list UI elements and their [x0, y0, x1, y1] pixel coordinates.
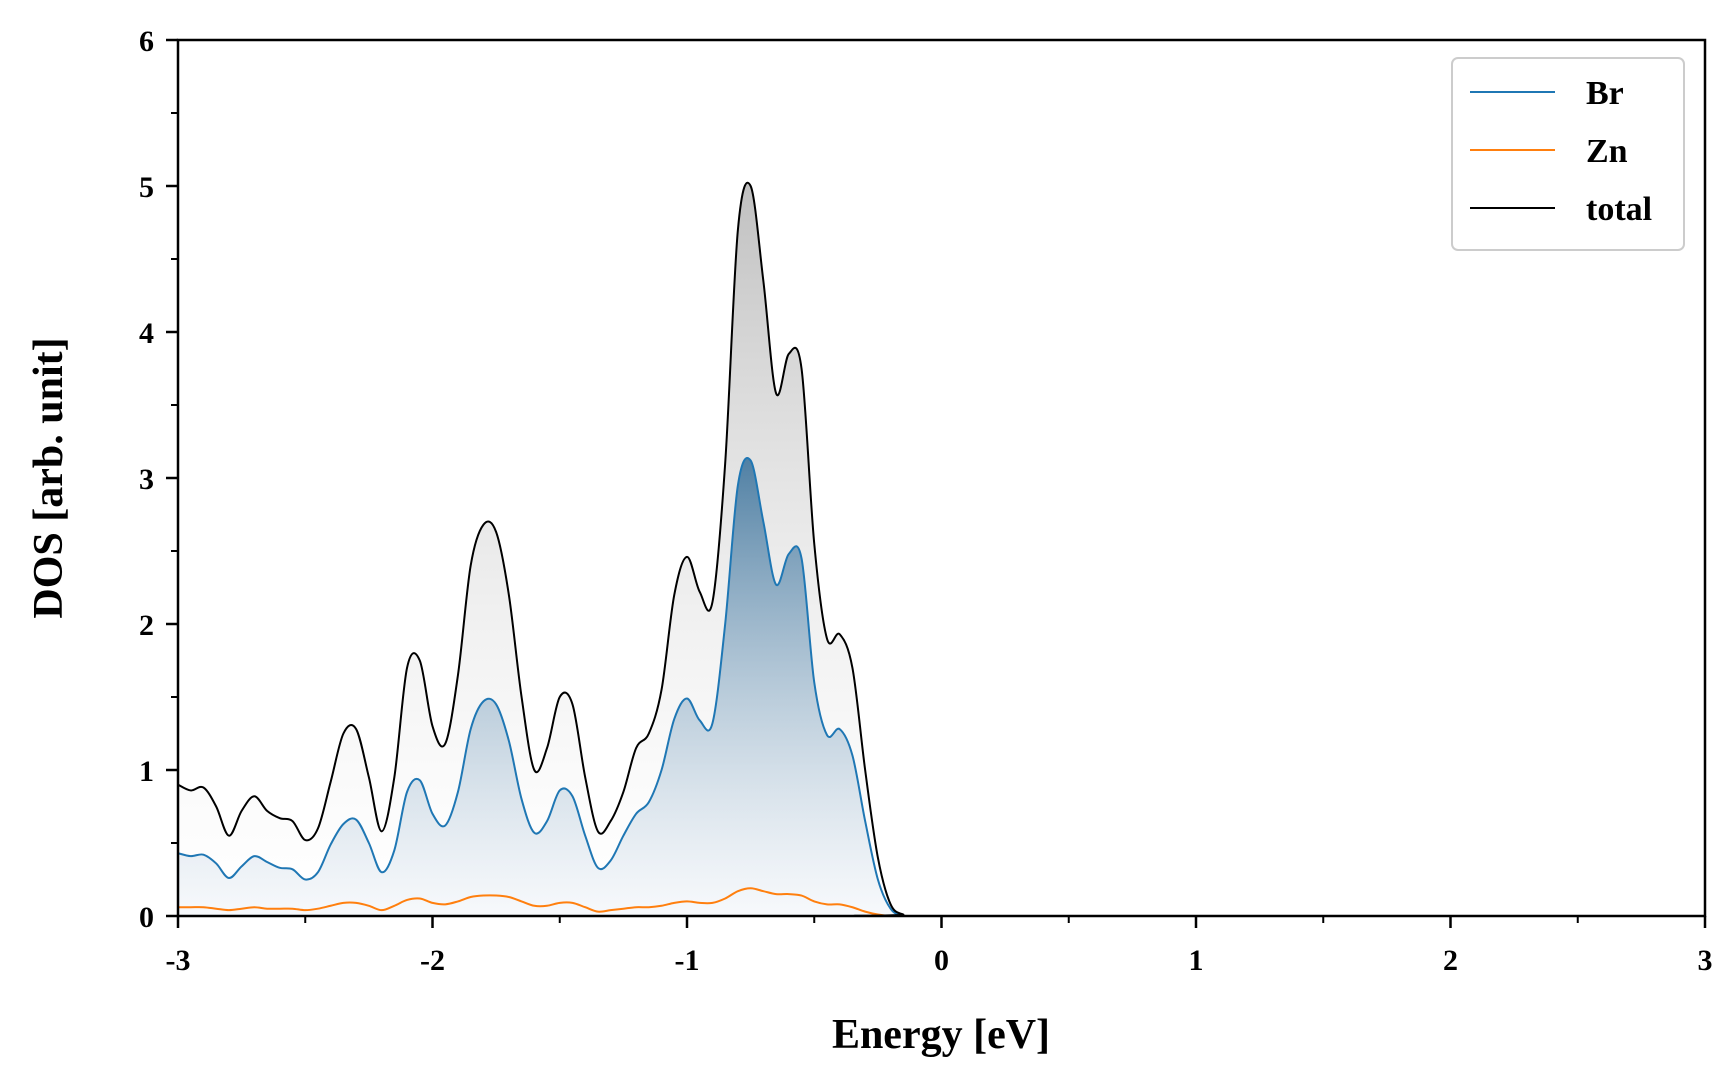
series-line-total — [178, 181, 1705, 916]
y-tick-label: 5 — [139, 171, 154, 204]
series-lines — [178, 181, 1705, 916]
y-tick-label: 4 — [139, 317, 154, 350]
y-tick-label: 2 — [139, 609, 154, 642]
x-tick-label: 3 — [1698, 944, 1713, 977]
series-fill-br — [178, 457, 1705, 916]
x-tick-label: -1 — [675, 944, 700, 977]
x-tick-label: 0 — [934, 944, 949, 977]
series-fills — [178, 182, 1705, 916]
x-tick-label: 2 — [1443, 944, 1458, 977]
y-tick-label: 3 — [139, 463, 154, 496]
series-fill-total — [178, 182, 1705, 916]
x-tick-label: -3 — [166, 944, 191, 977]
x-tick-label: -2 — [420, 944, 445, 977]
x-axis-label: Energy [eV] — [832, 1012, 1050, 1058]
axis-ticks — [166, 38, 1707, 928]
y-tick-label: 0 — [139, 901, 154, 934]
legend-label-br: Br — [1586, 75, 1624, 112]
legend-box — [1451, 57, 1685, 251]
y-tick-label: 1 — [139, 755, 154, 788]
legend-label-zn: Zn — [1586, 133, 1628, 170]
x-tick-label: 1 — [1189, 944, 1204, 977]
legend-label-total: total — [1586, 191, 1652, 228]
y-axis-label: DOS [arb. unit] — [26, 337, 72, 618]
series-line-br — [178, 456, 1705, 916]
legend: Br Zn total — [1451, 57, 1685, 251]
axis-tick-labels: -3 -2 -1 0 1 2 3 0 1 2 3 4 5 6 — [139, 25, 1713, 977]
y-tick-label: 6 — [139, 25, 154, 58]
series-line-zn — [178, 887, 1705, 916]
